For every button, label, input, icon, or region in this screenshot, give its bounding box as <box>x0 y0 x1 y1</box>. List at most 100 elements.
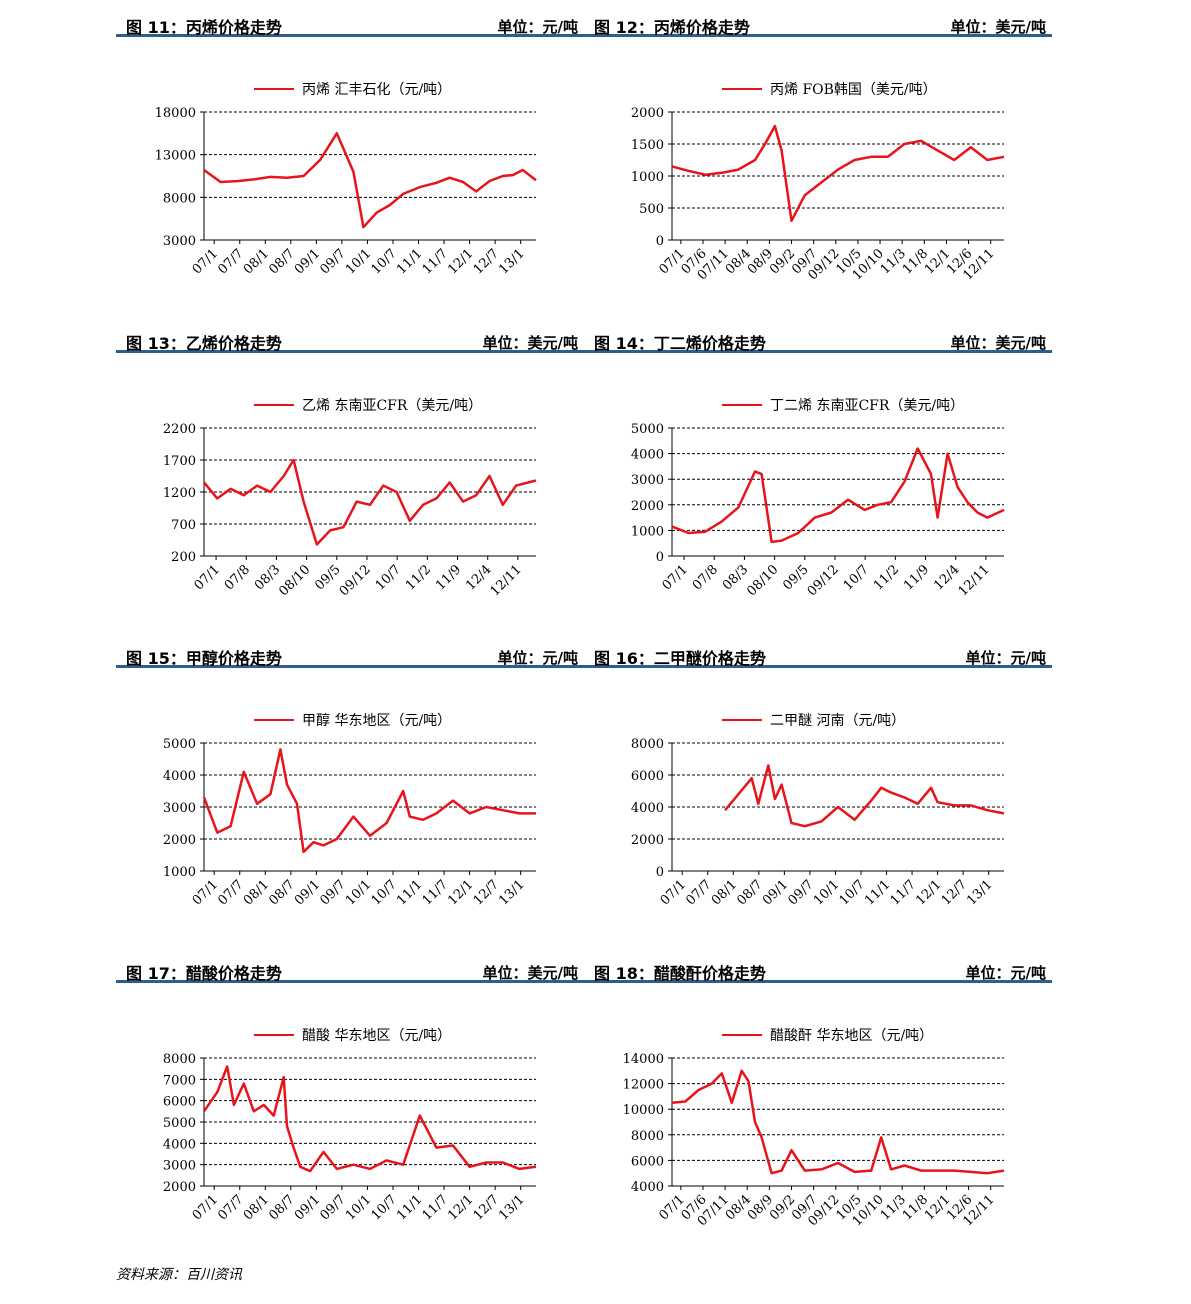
x-tick-label: 12/7 <box>939 877 970 908</box>
y-tick-label: 1700 <box>163 454 196 469</box>
legend: 醋酸 华东地区（元/吨） <box>254 1028 451 1044</box>
x-tick-label: 08/10 <box>276 562 313 599</box>
x-tick-label: 08/1 <box>241 877 272 908</box>
y-tick-label: 4000 <box>631 801 664 816</box>
source-note: 资料来源：百川资讯 <box>116 1267 242 1283</box>
x-tick-label: 09/1 <box>760 877 791 908</box>
series-line <box>203 458 537 546</box>
y-tick-label: 6000 <box>631 1154 664 1169</box>
panel-header: 图 13：乙烯价格走势 单位：美元/吨 <box>116 316 584 353</box>
y-tick-label: 5000 <box>163 1116 196 1131</box>
line-chart: 丙烯 汇丰石化（元/吨）30008000130001800007/107/708… <box>155 82 537 277</box>
x-tick-label: 10/7 <box>841 562 872 593</box>
y-tick-label: 1000 <box>631 524 664 539</box>
y-tick-label: 8000 <box>631 1129 664 1144</box>
x-tick-label: 10/1 <box>811 877 842 908</box>
chart-panel-fig17: 图 17：醋酸价格走势 单位：美元/吨 醋酸 华东地区（元/吨） 2000 3000… <box>116 946 584 1223</box>
x-tick-label: 10/7 <box>369 877 400 908</box>
x-tick-label: 07/8 <box>222 562 253 593</box>
series-line <box>671 124 1005 223</box>
panel-unit: 单位：元/吨 <box>497 18 578 36</box>
chart-panel-fig11: 图 11：丙烯价格走势 单位：元/吨 丙烯 汇丰石化（元/吨） 3000 8000 1… <box>116 0 584 277</box>
y-tick-label: 3000 <box>163 234 196 249</box>
x-tick-label: 09/12 <box>337 562 374 599</box>
x-tick-label: 09/7 <box>785 877 816 908</box>
y-tick-label: 3000 <box>631 473 664 488</box>
x-tick-label: 10/7 <box>373 562 404 593</box>
y-tick-label: 14000 <box>623 1052 664 1067</box>
x-tick-label: 12/7 <box>471 877 502 908</box>
x-tick-label: 08/7 <box>734 877 765 908</box>
panel-unit: 单位：元/吨 <box>965 964 1046 982</box>
y-tick-label: 5000 <box>163 737 196 752</box>
legend-label: 丙烯 汇丰石化（元/吨） <box>302 82 451 98</box>
y-tick-label: 700 <box>171 518 196 533</box>
panel-title: 图 12：丙烯价格走势 <box>594 18 750 37</box>
x-tick-label: 13/1 <box>496 1192 527 1223</box>
panel-unit: 单位：元/吨 <box>497 649 578 667</box>
x-tick-label: 11/9 <box>901 562 932 593</box>
x-tick-label: 07/8 <box>690 562 721 593</box>
x-tick-label: 10/7 <box>837 877 868 908</box>
line-chart: 醋酸酐 华东地区（元/吨） 4000 6000 8000 10000 12000 14000… <box>623 1028 1005 1229</box>
y-tick-label: 2200 <box>163 422 196 437</box>
x-tick-label: 11/1 <box>394 877 425 908</box>
panel-header: 图 11：丙烯价格走势 单位：元/吨 <box>116 0 584 37</box>
panel-header: 图 12：丙烯价格走势 单位：美元/吨 <box>584 0 1052 37</box>
legend: 甲醇 华东地区（元/吨） <box>254 712 451 729</box>
x-tick-label: 11/1 <box>862 877 893 908</box>
x-tick-label: 12/1 <box>913 877 944 908</box>
x-tick-label: 07/7 <box>215 246 246 277</box>
x-tick-label: 09/7 <box>317 877 348 908</box>
y-tick-label: 7000 <box>163 1073 196 1088</box>
x-tick-label: 09/1 <box>292 246 323 277</box>
y-tick-label: 1000 <box>163 865 196 880</box>
panel-unit: 单位：美元/吨 <box>950 18 1046 36</box>
panel-title: 图 13：乙烯价格走势 <box>126 334 282 353</box>
panel-title: 图 16：二甲醚价格走势 <box>594 649 766 668</box>
y-tick-label: 18000 <box>155 106 196 121</box>
y-tick-label: 8000 <box>163 1052 196 1067</box>
x-tick-label: 13/1 <box>964 877 995 908</box>
y-tick-label: 4000 <box>631 448 664 463</box>
legend-label: 甲醇 华东地区（元/吨） <box>302 712 451 729</box>
legend: 丙烯 汇丰石化（元/吨） <box>254 82 451 98</box>
series-line <box>203 132 537 229</box>
x-tick-label: 11/7 <box>420 877 451 908</box>
x-tick-label: 08/7 <box>266 877 297 908</box>
legend: 丁二烯 东南亚CFR（美元/吨） <box>722 398 964 414</box>
x-tick-label: 11/7 <box>420 246 451 277</box>
x-tick-label: 13/1 <box>496 246 527 277</box>
series-line <box>671 1069 1005 1175</box>
x-tick-label: 12/11 <box>488 562 525 599</box>
x-tick-label: 11/1 <box>394 1192 425 1223</box>
legend-label: 丙烯 FOB韩国（美元/吨） <box>770 82 937 98</box>
panel-header: 图 17：醋酸价格走势 单位：美元/吨 <box>116 946 584 983</box>
y-tick-label: 12000 <box>623 1078 664 1093</box>
series-line <box>202 748 536 854</box>
x-tick-label: 13/1 <box>496 877 527 908</box>
legend-label: 醋酸 华东地区（元/吨） <box>302 1028 451 1044</box>
series-line <box>671 447 1005 544</box>
y-tick-label: 4000 <box>163 1137 196 1152</box>
y-tick-label: 2000 <box>631 106 664 121</box>
x-tick-label: 11/1 <box>394 246 425 277</box>
y-tick-label: 0 <box>656 865 664 880</box>
y-tick-label: 2000 <box>163 1180 196 1195</box>
y-tick-label: 0 <box>656 234 664 249</box>
x-tick-label: 07/1 <box>658 877 689 908</box>
x-tick-label: 11/7 <box>888 877 919 908</box>
y-tick-label: 5000 <box>631 422 664 437</box>
panel-header: 图 15：甲醇价格走势 单位：元/吨 <box>116 631 584 668</box>
line-chart: 乙烯 东南亚CFR（美元/吨） 200 700 1200 1700 2200 07/107/… <box>163 398 537 599</box>
series-line <box>724 764 1005 828</box>
legend-label: 丁二烯 东南亚CFR（美元/吨） <box>770 398 964 414</box>
y-tick-label: 2000 <box>631 499 664 514</box>
panel-unit: 单位：元/吨 <box>965 649 1046 667</box>
panel-header: 图 14：丁二烯价格走势 单位：美元/吨 <box>584 316 1052 353</box>
x-tick-label: 10/1 <box>343 246 374 277</box>
x-tick-label: 07/1 <box>190 246 221 277</box>
x-tick-label: 09/7 <box>317 1192 348 1223</box>
x-tick-label: 11/2 <box>871 562 902 593</box>
x-tick-label: 08/1 <box>241 1192 272 1223</box>
